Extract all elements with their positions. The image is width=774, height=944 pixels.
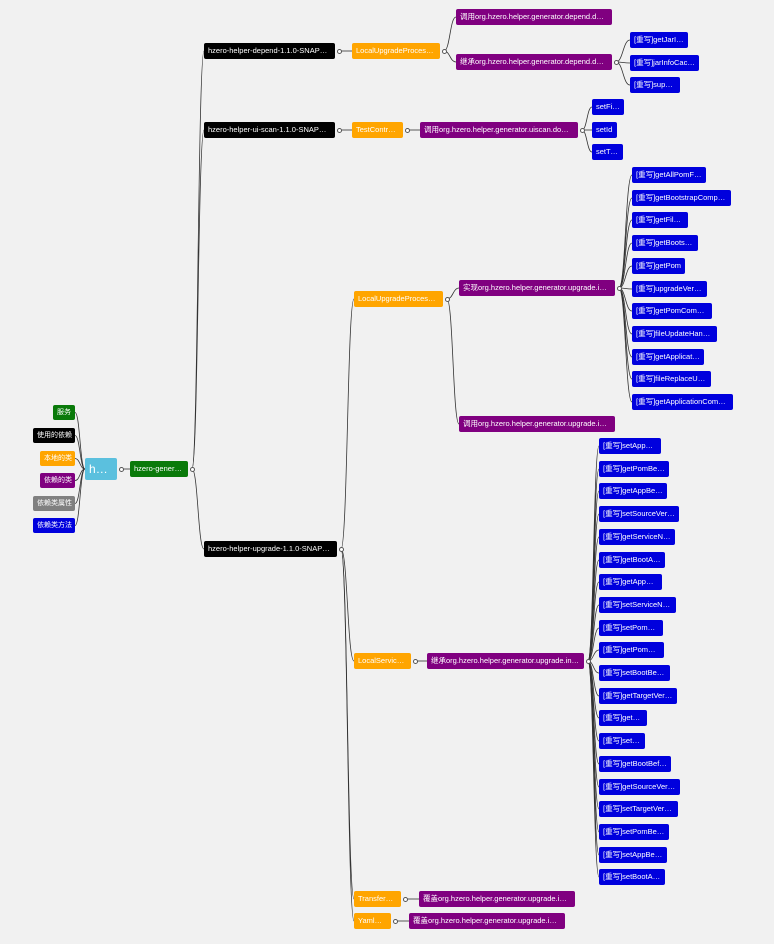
legend-item-depended-method: 依赖类方法: [33, 518, 75, 533]
dependency-node-hzero-helper-upgrade-1-1-0-snapshot[interactable]: hzero-helper-upgrade-1.1.0-SNAPSHOT: [204, 541, 337, 557]
expand-toggle-icon[interactable]: [441, 48, 447, 54]
depended-method-node-getjarinfo[interactable]: [重写]getJarInfo: [630, 32, 688, 48]
local-class-node-localupgradeprocessimpl[interactable]: LocalUpgradeProcessImpl: [354, 291, 443, 307]
local-class-node-localupgradeprocessimpl[interactable]: LocalUpgradeProcessImpl: [352, 43, 440, 59]
legend-item-depended-attr: 依赖类属性: [33, 496, 75, 511]
expand-toggle-icon[interactable]: [402, 896, 408, 902]
expand-toggle-icon[interactable]: [392, 918, 398, 924]
depended-method-node-getpombefore[interactable]: [重写]getPomBefore: [599, 461, 669, 477]
depended-method-node-getlog[interactable]: [重写]getLog: [599, 710, 647, 726]
connector-line: [340, 298, 355, 550]
depended-class-node-org-hzero-helper-generator-upgrade-infra[interactable]: 覆盖org.hzero.helper.generator.upgrade.inf…: [409, 913, 565, 929]
local-class-node-localservicevo[interactable]: LocalServiceVO: [354, 653, 411, 669]
depended-method-node-getpomcompared[interactable]: [重写]getPomCompared: [632, 303, 712, 319]
depended-method-node-getsourceversion[interactable]: [重写]getSourceVersion: [599, 779, 680, 795]
depended-class-node-org-hzero-helper-generator-uiscan-domain[interactable]: 调用org.hzero.helper.generator.uiscan.doma…: [420, 122, 578, 138]
expand-toggle-icon[interactable]: [613, 59, 619, 65]
connector-line: [587, 660, 600, 878]
depended-method-node-setbootafter[interactable]: [重写]setBootAfter: [599, 869, 665, 885]
depended-method-node-getbootbefore[interactable]: [重写]getBootBefore: [599, 756, 671, 772]
local-class-node-transferutils[interactable]: TransferUtils: [354, 891, 401, 907]
service-node-hzero-generator[interactable]: hzero-generator: [130, 461, 188, 477]
depended-method-node-settitle[interactable]: setTitle: [592, 144, 623, 160]
dependency-node-hzero-helper-depend-1-1-0-snapshot[interactable]: hzero-helper-depend-1.1.0-SNAPSHOT: [204, 43, 335, 59]
depended-class-node-org-hzero-helper-generator-upgrade-infra[interactable]: 继承org.hzero.helper.generator.upgrade.inf…: [427, 653, 584, 669]
depended-method-node-getfiledir[interactable]: [重写]getFileDir: [632, 212, 688, 228]
connector-line: [74, 468, 86, 526]
expand-toggle-icon[interactable]: [118, 466, 124, 472]
legend-item-service: 服务: [53, 405, 75, 420]
legend-item-local-class: 本地的类: [40, 451, 75, 466]
depended-class-node-org-hzero-helper-generator-upgrade-infra[interactable]: 调用org.hzero.helper.generator.upgrade.inf…: [459, 416, 615, 432]
depended-method-node-setbootbefore[interactable]: [重写]setBootBefore: [599, 665, 670, 681]
depended-class-node-org-hzero-helper-generator-upgrade-infra[interactable]: 实现org.hzero.helper.generator.upgrade.inf…: [459, 280, 615, 296]
depended-method-node-setid[interactable]: setId: [592, 122, 617, 138]
depended-method-node-getappafter[interactable]: [重写]getAppAfter: [599, 574, 662, 590]
depended-method-node-setpomafter[interactable]: [重写]setPomAfter: [599, 620, 663, 636]
depended-method-node-getpom[interactable]: [重写]getPom: [632, 258, 685, 274]
connector-line: [191, 129, 205, 470]
expand-toggle-icon[interactable]: [585, 658, 591, 664]
depended-method-node-upgradeversion[interactable]: [重写]upgradeVersion: [632, 281, 707, 297]
root-node-hzero[interactable]: hzero: [85, 458, 117, 480]
local-class-node-yamlutils[interactable]: YamlUtils: [354, 913, 391, 929]
connector-line: [340, 548, 355, 662]
legend-item-depended-class: 依赖的类: [40, 473, 75, 488]
depended-method-node-getapplicationcompared[interactable]: [重写]getApplicationCompared: [632, 394, 733, 410]
depended-method-node-gettargetversion[interactable]: [重写]getTargetVersion: [599, 688, 677, 704]
depended-method-node-getbootstrapcompared[interactable]: [重写]getBootstrapCompared: [632, 190, 731, 206]
connector-line: [618, 287, 633, 403]
connector-line: [340, 548, 355, 922]
depended-method-node-filereplaceupdate[interactable]: [重写]fileReplaceUpdate: [632, 371, 711, 387]
expand-toggle-icon[interactable]: [404, 127, 410, 133]
local-class-node-testcontroller[interactable]: TestController: [352, 122, 403, 138]
depended-method-node-getbootafter[interactable]: [重写]getBootAfter: [599, 552, 665, 568]
depended-method-node-getservicename[interactable]: [重写]getServiceName: [599, 529, 675, 545]
depended-method-node-getpomafter[interactable]: [重写]getPomAfter: [599, 642, 664, 658]
depended-method-node-setappafter[interactable]: [重写]setAppAfter: [599, 438, 661, 454]
connector-line: [74, 458, 86, 470]
depended-method-node-setlog[interactable]: [重写]setLog: [599, 733, 645, 749]
expand-toggle-icon[interactable]: [616, 285, 622, 291]
depended-method-node-getbootstrap[interactable]: [重写]getBootstrap: [632, 235, 698, 251]
depended-method-node-setpombefore[interactable]: [重写]setPomBefore: [599, 824, 669, 840]
depended-method-node-getappbefore[interactable]: [重写]getAppBefore: [599, 483, 667, 499]
expand-toggle-icon[interactable]: [444, 296, 450, 302]
depended-method-node-getallpomfiles[interactable]: [重写]getAllPomFiles: [632, 167, 706, 183]
depended-method-node-getapplication[interactable]: [重写]getApplication: [632, 349, 704, 365]
depended-method-node-settargetversion[interactable]: [重写]setTargetVersion: [599, 801, 678, 817]
expand-toggle-icon[interactable]: [412, 658, 418, 664]
connector-line: [74, 435, 86, 470]
depended-method-node-fileupdatehandler[interactable]: [重写]fileUpdateHandler: [632, 326, 717, 342]
dependency-node-hzero-helper-ui-scan-1-1-0-snapshot[interactable]: hzero-helper-ui-scan-1.1.0-SNAPSHOT: [204, 122, 335, 138]
depended-method-node-jarinfocache[interactable]: [重写]jarInfoCache: [630, 55, 699, 71]
depended-class-node-org-hzero-helper-generator-upgrade-infra[interactable]: 覆盖org.hzero.helper.generator.upgrade.inf…: [419, 891, 575, 907]
depended-method-node-setservicename[interactable]: [重写]setServiceName: [599, 597, 676, 613]
depended-method-node-setappbefore[interactable]: [重写]setAppBefore: [599, 847, 667, 863]
depended-method-node-setsourceversion[interactable]: [重写]setSourceVersion: [599, 506, 679, 522]
expand-toggle-icon[interactable]: [579, 127, 585, 133]
expand-toggle-icon[interactable]: [338, 546, 344, 552]
depended-method-node-support[interactable]: [重写]support: [630, 77, 680, 93]
expand-toggle-icon[interactable]: [336, 48, 342, 54]
expand-toggle-icon[interactable]: [336, 127, 342, 133]
depended-method-node-setfield[interactable]: setField: [592, 99, 624, 115]
depended-class-node-org-hzero-helper-generator-depend-domai[interactable]: 调用org.hzero.helper.generator.depend.doma…: [456, 9, 612, 25]
depended-class-node-org-hzero-helper-generator-depend-domai[interactable]: 继承org.hzero.helper.generator.depend.doma…: [456, 54, 612, 70]
expand-toggle-icon[interactable]: [189, 466, 195, 472]
connector-line: [446, 298, 460, 425]
legend-item-dependency: 使用的依赖: [33, 428, 75, 443]
